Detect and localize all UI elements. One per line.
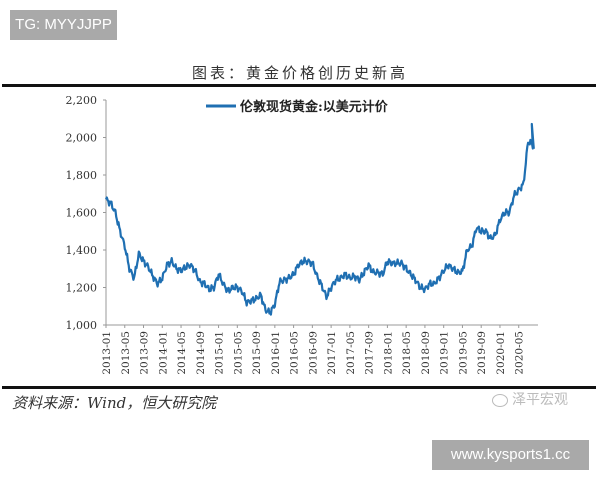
x-tick-label: 2015-05 [232, 331, 244, 375]
x-tick-label: 2013-01 [101, 331, 113, 375]
x-tick-label: 2017-09 [364, 331, 376, 375]
x-tick-label: 2017-05 [345, 331, 357, 375]
y-tick-label: 1,400 [66, 244, 98, 257]
tag-watermark: TG: MYYJJPP [10, 10, 117, 40]
x-tick-label: 2013-05 [120, 331, 132, 375]
gold-price-line-chart: 1,000 1,200 1,400 1,600 1,800 2,000 2,200 2013… [66, 94, 538, 375]
brand-watermark-text: 泽平宏观 [512, 392, 568, 408]
series-line-gold-price [104, 122, 535, 316]
x-tick-label: 2019-09 [476, 331, 488, 375]
x-tick-label: 2016-05 [289, 331, 301, 375]
source-note: 资料来源：Wind，恒大研究院 [12, 394, 217, 412]
x-tick-label: 2013-09 [139, 331, 151, 375]
chart-legend: 伦敦现货黄金:以美元计价 [206, 99, 389, 115]
bottom-rule-divider [2, 386, 596, 389]
y-tick-label: 2,000 [66, 132, 98, 145]
x-tick-label: 2016-01 [270, 331, 282, 375]
y-tick-label: 1,800 [66, 169, 98, 182]
figure-title: 图表：黄金价格创历史新高 [191, 64, 408, 82]
top-rule-divider [2, 84, 596, 87]
legend-label: 伦敦现货黄金:以美元计价 [240, 99, 389, 115]
x-axis: 2013-01 2013-05 2013-09 2014-01 2014-05 2014-… [101, 324, 538, 375]
x-tick-label: 2015-01 [214, 331, 226, 375]
wechat-icon [492, 393, 508, 407]
x-tick-label: 2016-09 [307, 331, 319, 375]
y-tick-label: 1,000 [66, 319, 98, 332]
y-tick-label: 1,600 [66, 207, 98, 220]
x-tick-label: 2019-05 [457, 331, 469, 375]
y-axis: 1,000 1,200 1,400 1,600 1,800 2,000 2,200 [66, 94, 107, 332]
x-tick-label: 2019-01 [439, 331, 451, 375]
x-tick-label: 2014-09 [195, 331, 207, 375]
x-tick-label: 2015-09 [251, 331, 263, 375]
x-tick-label: 2020-05 [514, 331, 526, 375]
y-tick-label: 2,200 [66, 94, 98, 107]
brand-watermark: 泽平宏观 [492, 389, 568, 409]
x-tick-label: 2017-01 [326, 331, 338, 375]
x-tick-label: 2014-05 [176, 331, 188, 375]
y-tick-label: 1,200 [66, 282, 98, 295]
x-tick-label: 2018-09 [420, 331, 432, 375]
x-tick-label: 2020-01 [495, 331, 507, 375]
x-tick-label: 2018-01 [382, 331, 394, 375]
x-tick-label: 2014-01 [157, 331, 169, 375]
url-watermark: www.kysports1.cc [432, 440, 589, 470]
x-tick-label: 2018-05 [401, 331, 413, 375]
